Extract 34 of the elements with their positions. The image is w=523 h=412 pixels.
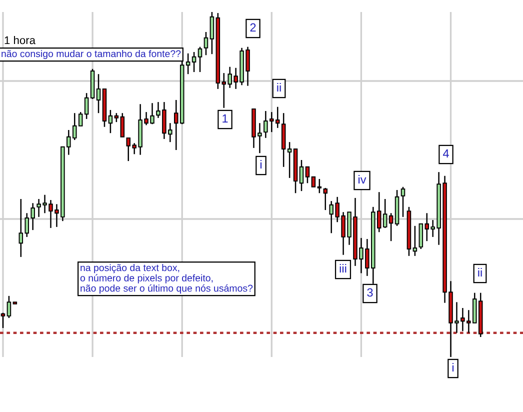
annotation: não consigo mudar o tamanho da fonte?? [2, 50, 181, 60]
annotation: 1 [222, 114, 228, 123]
candlestick [186, 52, 190, 75]
candlestick [6, 295, 12, 319]
candlestick [192, 51, 196, 73]
candlestick [400, 186, 406, 218]
candlestick [311, 176, 316, 188]
candlestick [108, 109, 113, 134]
candlestick [305, 166, 310, 184]
annotation: i [260, 160, 262, 169]
candlestick [120, 112, 125, 138]
candlestick [96, 73, 101, 114]
candlestick [198, 46, 202, 73]
annotation: ii [478, 268, 482, 277]
candlestick [388, 212, 394, 242]
annotation: 4 [442, 149, 449, 158]
candlestick [299, 159, 304, 192]
candlestick [210, 12, 214, 55]
candlestick [287, 141, 292, 179]
candlestick [317, 178, 322, 194]
annotation: 3 [367, 288, 373, 297]
annotation: 1 hora [4, 36, 36, 44]
annotation: iv [358, 175, 366, 184]
text: i [452, 363, 454, 372]
candlestick [0, 312, 6, 329]
annotation: iii [340, 264, 346, 273]
candlestick [412, 225, 418, 257]
annotation: na posição da text box, o número de pixels por defeito, não pode ser o último que nós usámos? [80, 264, 253, 294]
candlestick [323, 187, 328, 211]
candlestick [84, 92, 89, 120]
annotation: ii [277, 83, 281, 92]
annotation: 2 [250, 23, 256, 32]
candlestick [382, 198, 388, 229]
candlestick [204, 31, 208, 56]
